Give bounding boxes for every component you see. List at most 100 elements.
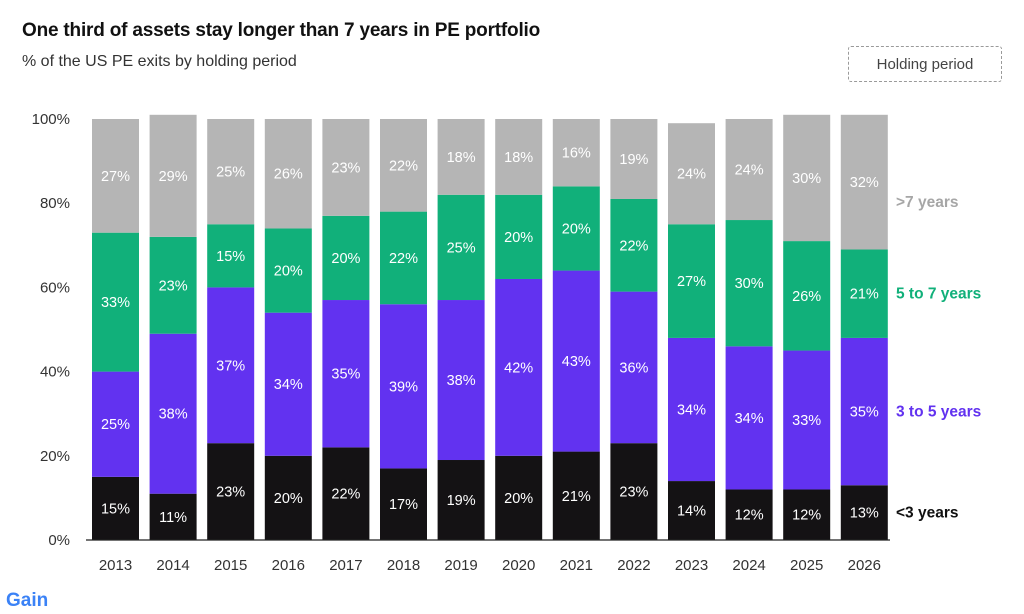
bar-segment [92,232,139,372]
bar-segment [725,119,773,221]
bar-segment [552,451,600,540]
data-label: 30% [735,276,764,292]
y-tick-label: 100% [32,111,70,128]
data-label: 29% [159,169,188,185]
bar-segment [783,114,831,242]
data-label: 26% [274,167,303,183]
data-label: 25% [447,240,476,256]
bar-segment [207,287,255,444]
bar-segment [725,489,773,540]
holding-period-legend-box: Holding period [848,46,1002,82]
data-label: 36% [619,360,648,376]
x-tick-label: 2021 [560,557,593,574]
data-label: 38% [159,407,188,423]
bar-segment [92,476,139,540]
data-label: 20% [562,221,591,237]
data-label: 26% [792,289,821,305]
data-label: 25% [216,165,245,181]
y-tick-label: 60% [40,279,70,296]
bar-segment [380,119,427,212]
bar-segment [322,215,370,301]
x-tick-label: 2020 [502,557,535,574]
bar-segment [207,443,255,540]
x-tick-label: 2015 [214,557,247,574]
data-label: 22% [619,238,648,254]
data-label: 43% [562,354,591,370]
bar-segment [552,186,600,271]
bar-segment [725,346,773,490]
data-label: 33% [792,413,821,429]
bar-segment [610,443,658,540]
data-label: 21% [850,287,879,303]
data-label: 34% [274,377,303,393]
x-tick-label: 2017 [329,557,362,574]
bar-segment [264,228,312,313]
x-tick-label: 2014 [156,557,189,574]
bar-segment [783,350,831,490]
bar-segment [92,371,139,477]
data-label: 22% [389,251,418,267]
x-tick-label: 2016 [272,557,305,574]
x-tick-label: 2013 [99,557,132,574]
x-tick-label: 2026 [848,557,881,574]
bar-segment [149,493,197,540]
bar-segment [322,300,370,448]
x-tick-label: 2019 [444,557,477,574]
bar-segment [149,236,197,334]
data-label: 20% [274,491,303,507]
data-label: 18% [447,150,476,166]
data-label: 12% [792,508,821,524]
y-tick-label: 80% [40,195,70,212]
data-label: 30% [792,171,821,187]
data-label: 18% [504,150,533,166]
bar-segment [610,291,658,444]
data-label: 23% [159,278,188,294]
bar-segment [149,114,197,237]
data-label: 23% [216,485,245,501]
series-label: 5 to 7 years [896,286,981,303]
data-label: 22% [389,158,418,174]
data-label: 27% [101,169,130,185]
series-label: 3 to 5 years [896,404,981,421]
data-label: 22% [331,487,360,503]
bar-segment [610,119,658,199]
data-label: 20% [504,230,533,246]
data-label: 15% [101,501,130,517]
bar-segment [437,119,485,195]
data-label: 19% [619,152,648,168]
bar-segment [380,468,427,540]
bar-segment [668,481,715,540]
data-label: 20% [504,491,533,507]
legend-box-label: Holding period [876,55,974,73]
data-label: 34% [735,411,764,427]
bar-segment [610,198,658,292]
x-tick-label: 2022 [617,557,650,574]
bar-segment [207,119,255,225]
data-label: 12% [735,508,764,524]
x-tick-label: 2025 [790,557,823,574]
data-label: 24% [677,167,706,183]
bar-segment [437,460,485,540]
data-label: 17% [389,497,418,513]
series-label: <3 years [896,505,959,522]
data-label: 15% [216,249,245,265]
bar-segment [495,119,543,195]
data-label: 39% [389,379,418,395]
bar-segment [783,489,831,540]
data-label: 14% [677,504,706,520]
chart-subtitle: % of the US PE exits by holding period [22,53,297,70]
y-tick-label: 0% [48,532,70,549]
bar-segment [322,447,370,540]
data-label: 32% [850,175,879,191]
bar-segment [840,485,888,540]
data-label: 27% [677,274,706,290]
data-label: 20% [331,251,360,267]
data-label: 37% [216,358,245,374]
x-tick-label: 2023 [675,557,708,574]
bar-segment [495,194,543,279]
chart-title: One third of assets stay longer than 7 y… [22,20,541,41]
bar-segment [495,278,543,456]
bar-segment [149,333,197,494]
data-label: 21% [562,489,591,505]
data-label: 33% [101,295,130,311]
